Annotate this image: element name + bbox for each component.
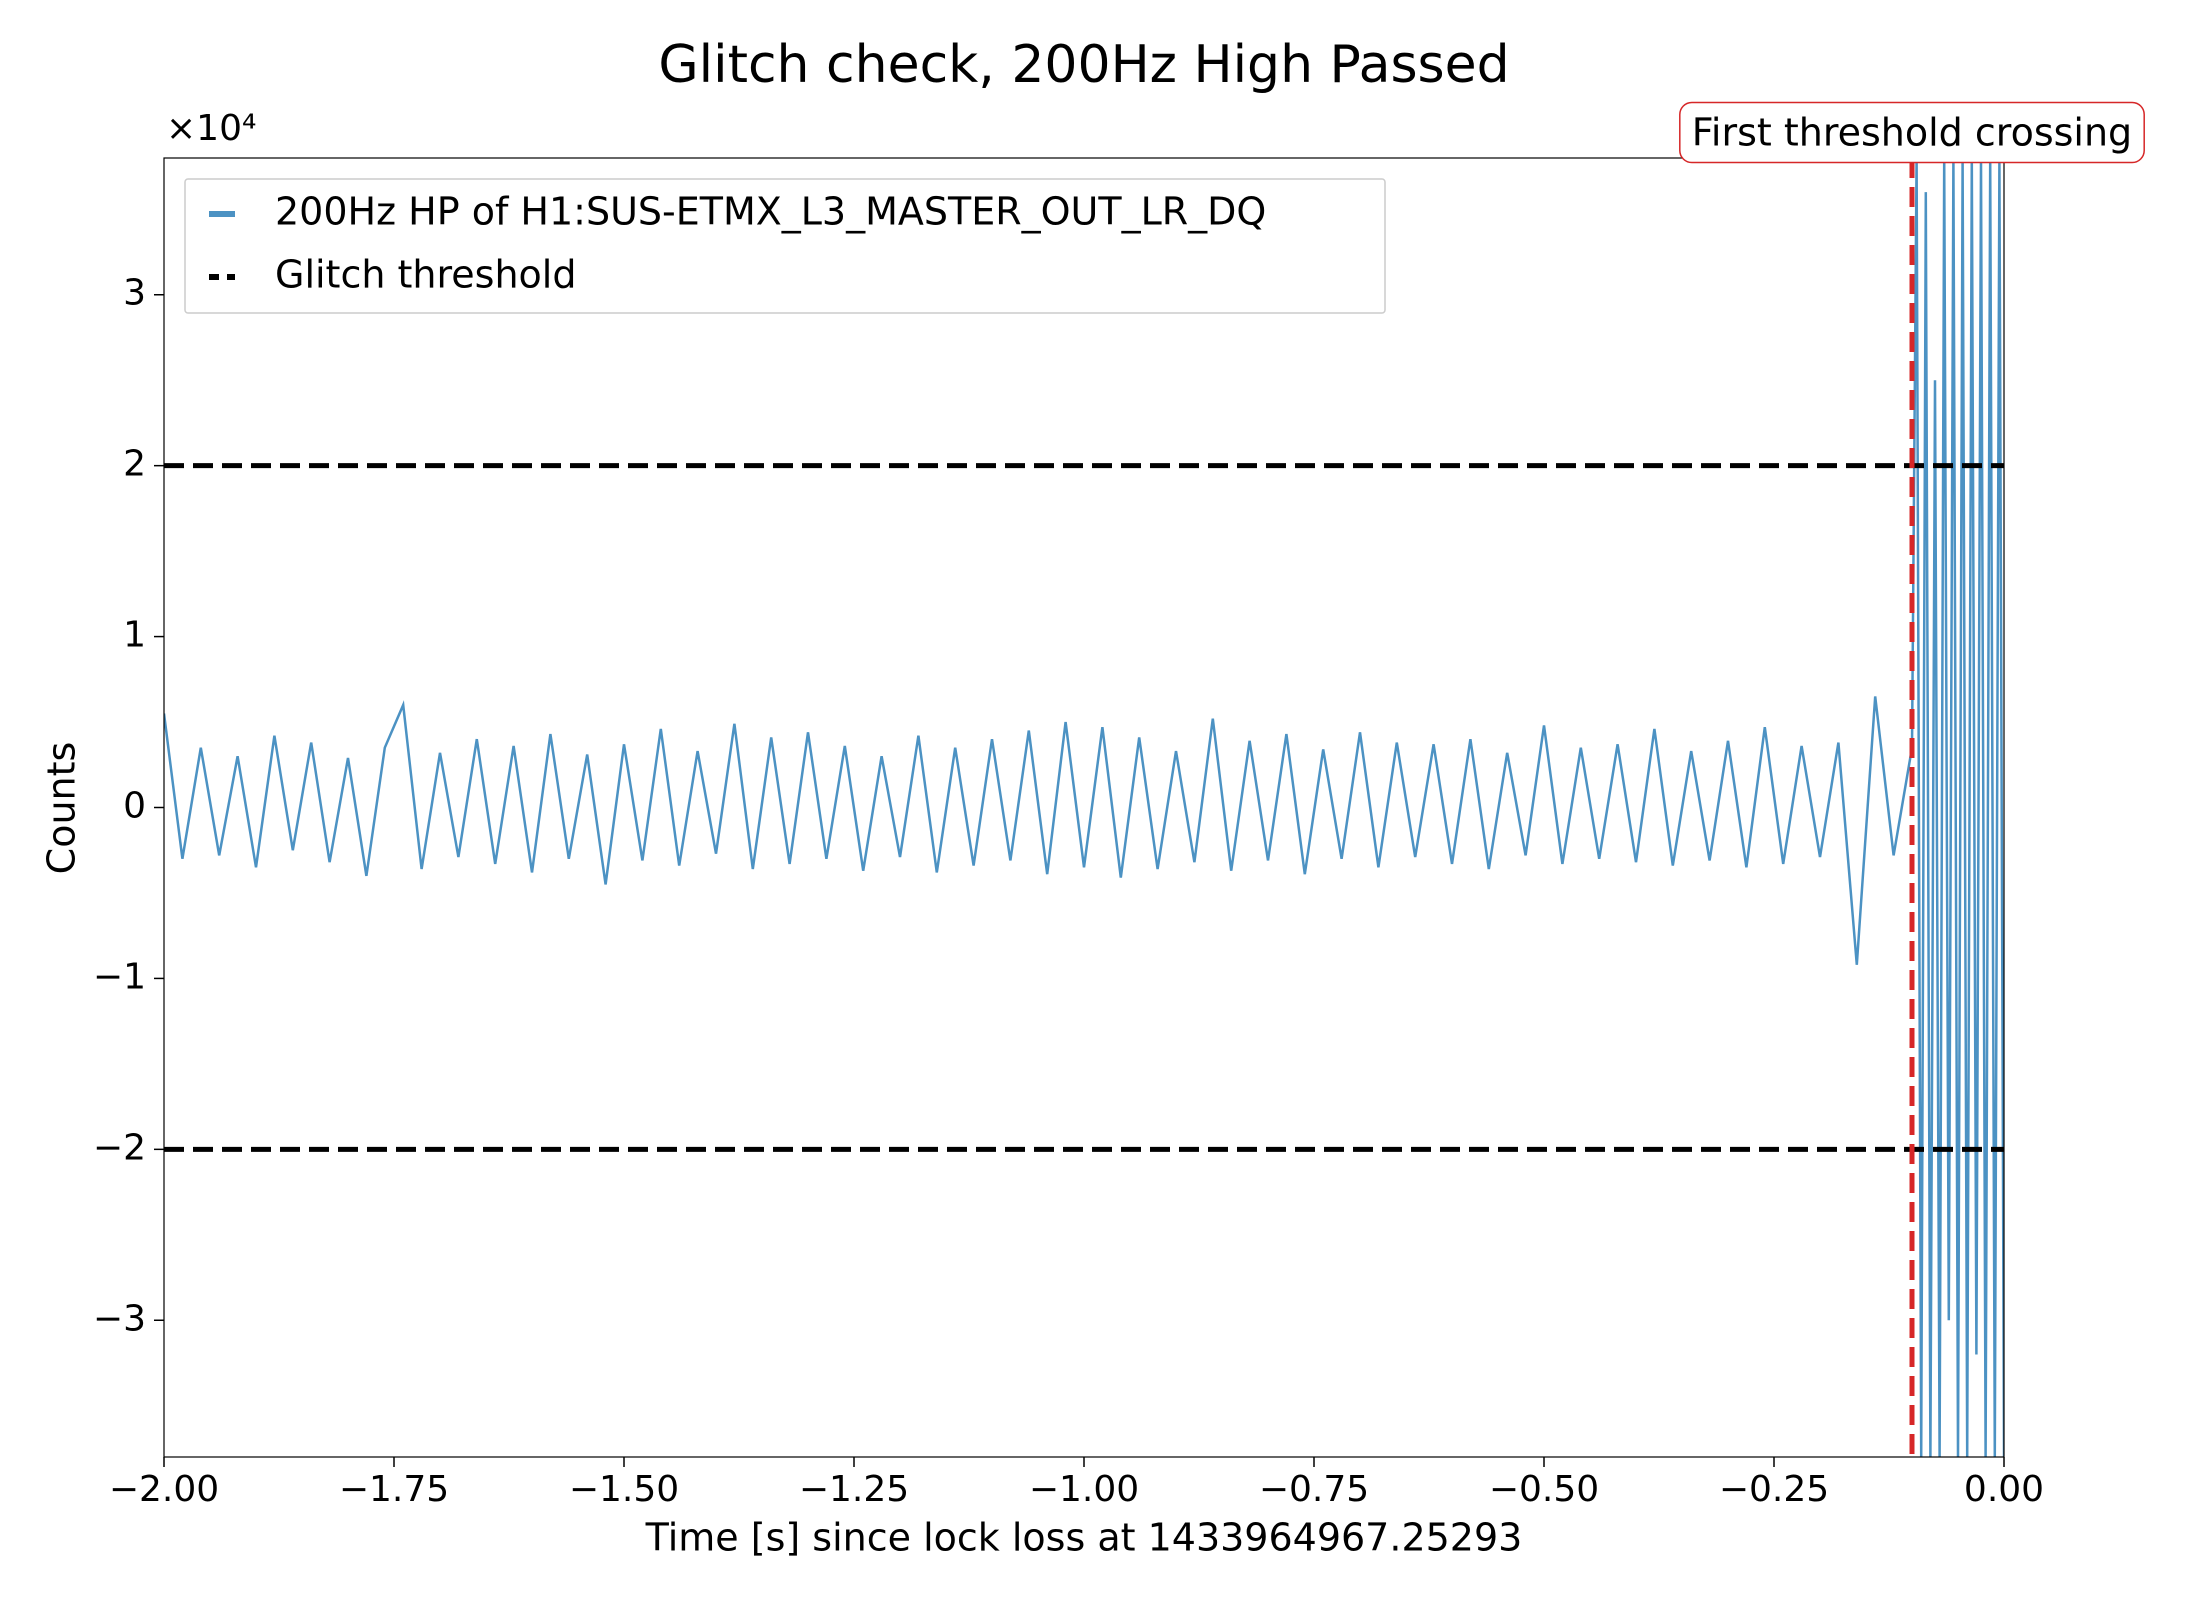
x-tick-label: −1.00 <box>1029 1469 1139 1510</box>
data-line <box>164 158 2004 1457</box>
y-tick-label: −1 <box>93 956 146 997</box>
annotation-box <box>1679 101 2145 164</box>
x-tick-label: −1.50 <box>569 1469 679 1510</box>
x-tick-label: −0.25 <box>1719 1469 1829 1510</box>
x-axis-label: Time [s] since lock loss at 1433964967.2… <box>645 1516 1523 1560</box>
y-offset-label: ×10⁴ <box>166 108 256 149</box>
legend-label: 200Hz HP of H1:SUS-ETMX_L3_MASTER_OUT_LR… <box>275 190 1266 234</box>
annotation-text: First threshold crossing <box>1692 111 2132 155</box>
y-tick-label: −2 <box>93 1127 146 1168</box>
plot-area <box>164 158 2004 1457</box>
x-tick-label: −2.00 <box>109 1469 219 1510</box>
y-axis-label: Counts <box>40 742 84 875</box>
y-tick-label: 2 <box>123 444 146 485</box>
y-tick-label: 3 <box>123 273 146 314</box>
x-tick-label: −0.50 <box>1489 1469 1599 1510</box>
y-tick-label: 0 <box>123 786 146 827</box>
x-tick-label: −1.75 <box>339 1469 449 1510</box>
legend-label: Glitch threshold <box>275 253 576 297</box>
axes-frame <box>163 157 2005 1458</box>
x-tick-label: 0.00 <box>1964 1469 2044 1510</box>
y-tick-label: 1 <box>123 615 146 656</box>
legend-box <box>184 178 1386 314</box>
x-tick-label: −0.75 <box>1259 1469 1369 1510</box>
x-tick-label: −1.25 <box>799 1469 909 1510</box>
y-tick-label: −3 <box>93 1298 146 1339</box>
chart-title: Glitch check, 200Hz High Passed <box>658 35 1509 95</box>
